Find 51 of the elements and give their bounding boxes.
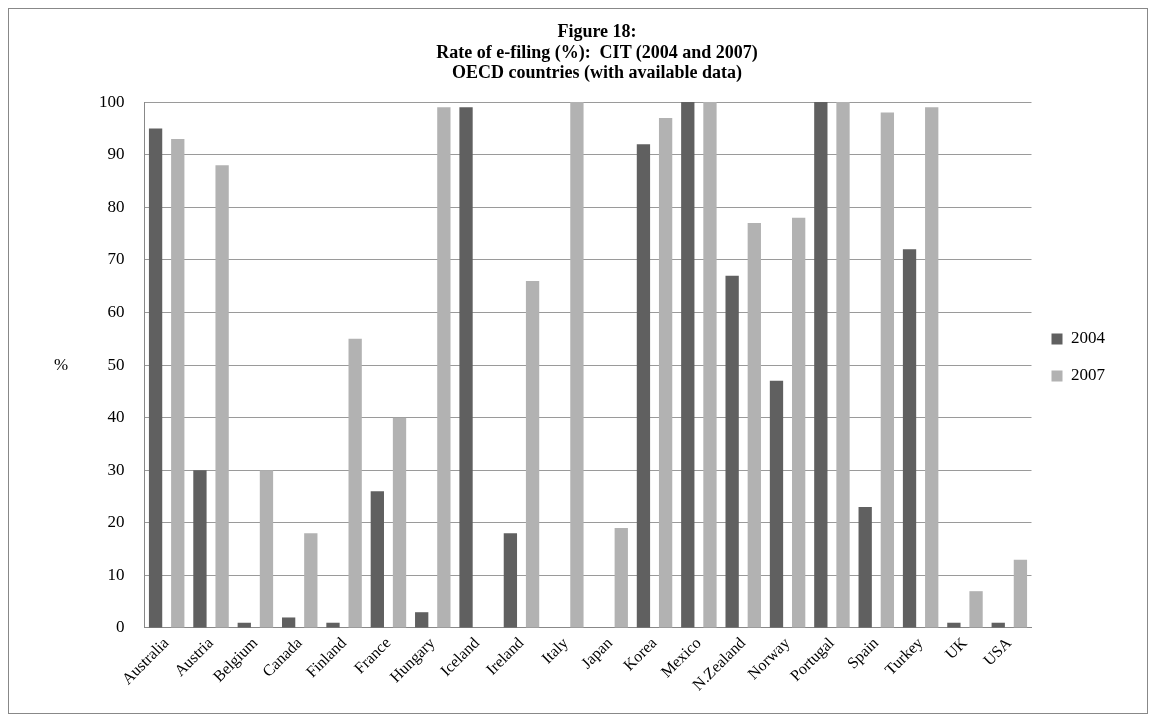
x-tick-label: Italy [538,633,572,668]
bar [304,533,318,628]
bar [570,102,584,628]
y-tick-label: 80 [107,196,125,216]
y-tick-label: 10 [107,564,125,584]
y-tick-label: 60 [107,301,125,321]
bar [769,380,784,628]
bar [747,223,761,628]
bar [792,217,806,628]
y-tick-label: 20 [107,512,125,532]
bar [880,112,895,628]
bar [725,275,739,628]
x-tick-label: USA [979,633,1015,669]
bar [459,107,473,628]
bar [392,417,407,628]
bar [614,528,628,628]
bar [658,117,673,628]
bar [503,533,518,628]
bar [902,249,917,628]
bar [215,165,229,628]
bar [525,280,540,628]
bar [415,612,429,628]
bar [703,102,717,628]
y-axis-title: % [53,354,69,374]
y-tick-label: 50 [107,354,125,374]
y-tick-label: 100 [99,91,125,111]
y-tick-label: 40 [107,407,125,427]
bar [193,470,207,628]
bar [836,102,850,628]
bar [858,507,872,628]
bar [814,102,828,628]
legend-label: 2007 [1071,365,1106,385]
bar [259,470,274,628]
y-tick-label: 90 [107,144,125,164]
bar [1013,559,1028,628]
bar [969,591,983,628]
y-tick-label: 30 [107,459,125,479]
legend-label: 2004 [1071,328,1106,348]
bar [636,144,651,628]
bar [148,128,163,628]
y-tick-label: 70 [107,249,125,269]
bar [281,617,296,628]
chart-title: Figure 18: Rate of e-filing (%): CIT (2004 and 2007) OECD countries (with available data) [436,21,758,84]
bar [437,107,451,628]
bar [171,138,185,628]
bar [348,338,362,628]
bar [370,491,384,628]
x-tick-label: UK [941,633,971,663]
y-tick-label: 0 [116,617,125,637]
bar [925,107,939,628]
bar [681,102,695,628]
